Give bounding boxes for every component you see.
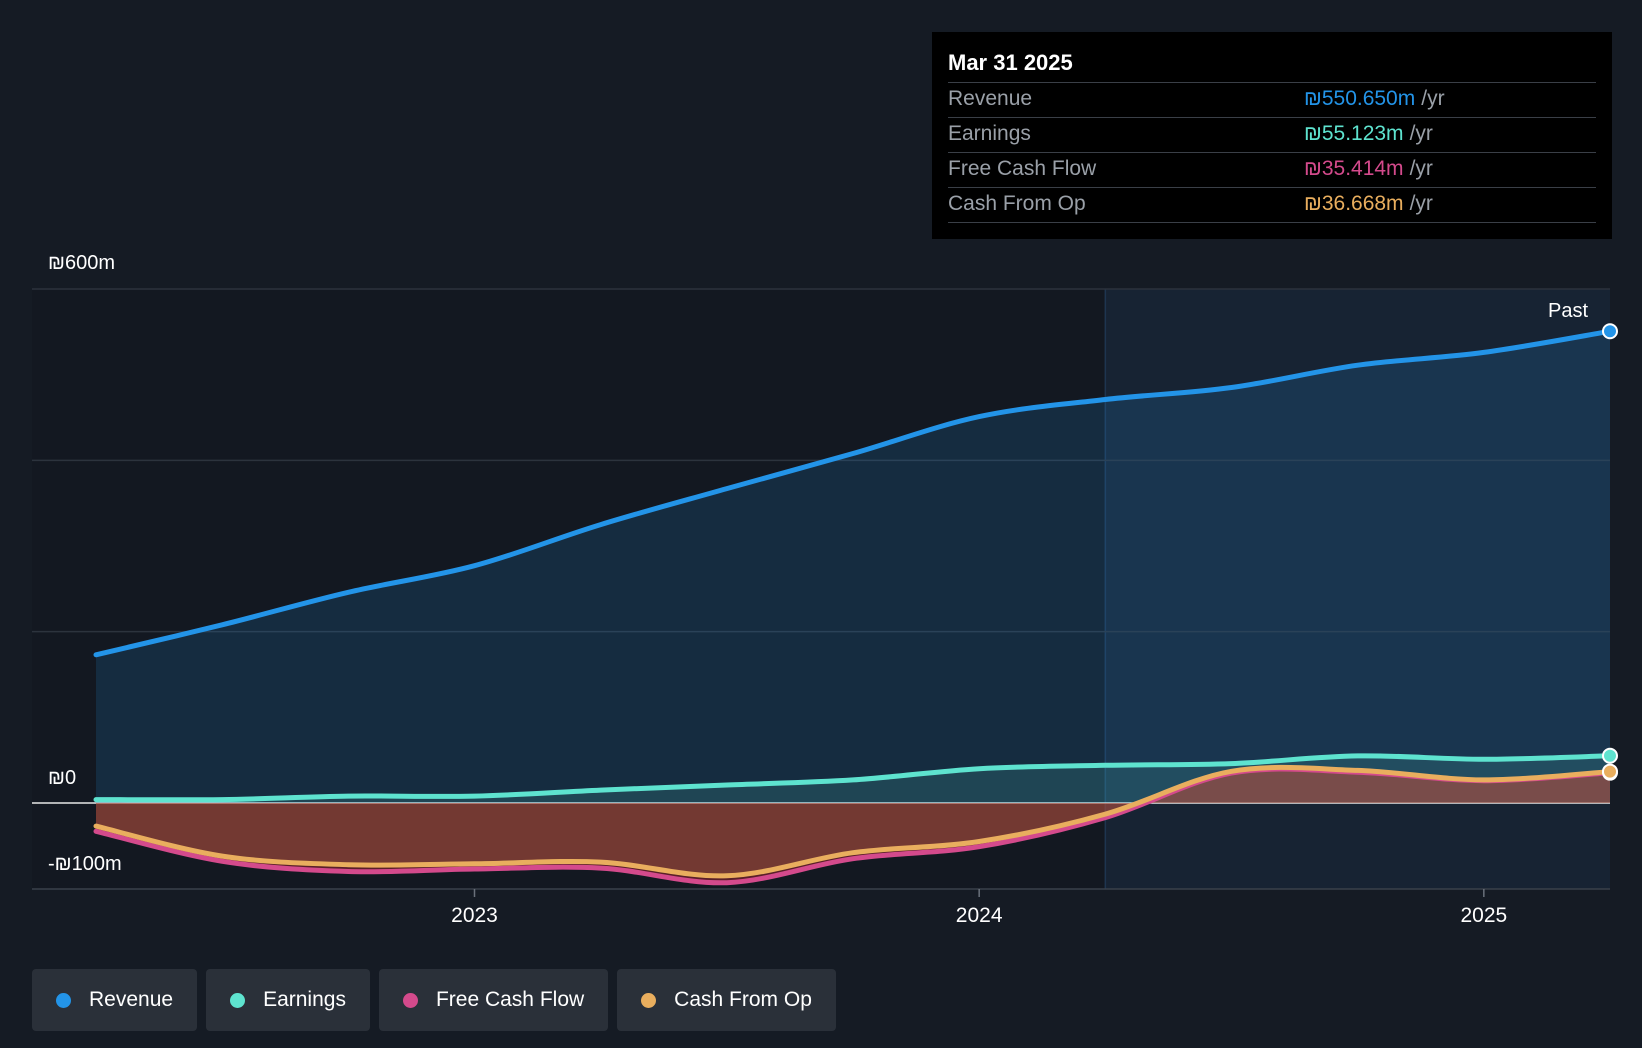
legend: Revenue Earnings Free Cash Flow Cash Fro… [32,969,836,1031]
past-label: Past [1548,300,1589,322]
tooltip-unit: /yr [1421,87,1445,110]
legend-item-earnings[interactable]: Earnings [206,969,370,1031]
cash-from-op-line [93,764,1613,879]
tooltip-row-free-cash-flow: Free Cash Flow ₪35.414m/yr [948,152,1596,187]
tooltip-value-wrap: ₪35.414m/yr [1304,157,1433,181]
tooltip-row-cash-from-op: Cash From Op ₪36.668m/yr [948,187,1596,222]
revenue-area [96,331,1610,803]
y-axis-top-label: ₪600m [48,252,116,274]
tooltip-unit: /yr [1409,122,1433,145]
tooltip-unit: /yr [1409,192,1433,215]
revenue-end-point [1602,323,1618,340]
tooltip-date: Mar 31 2025 [948,50,1073,75]
earnings-line [93,753,1613,803]
tooltip-divider [948,222,1596,223]
tooltip-value: ₪35.414m [1304,157,1404,180]
plot-background [32,289,1106,889]
legend-label: Revenue [89,988,174,1011]
legend-item-free-cash-flow[interactable]: Free Cash Flow [378,969,609,1031]
cash-from-op-end-point [1602,763,1618,780]
x-tick-label: 2023 [451,904,498,927]
tooltip-value-wrap: ₪36.668m/yr [1304,192,1433,216]
earnings-end-point [1602,747,1618,764]
tooltip-row-earnings: Earnings ₪55.123m/yr [948,117,1596,152]
x-tick-label: 2025 [1460,904,1507,927]
revenue-line [93,328,1613,658]
tooltip-panel: Mar 31 2025 Revenue ₪550.650m/yr Earning… [932,32,1612,239]
x-tick-label: 2024 [956,904,1003,927]
legend-label: Cash From Op [674,988,812,1011]
y-axis-zero-label: ₪0 [48,767,77,789]
cash-from-op-area [96,767,1610,876]
tooltip-label: Revenue [948,87,1033,110]
tooltip-value-wrap: ₪550.650m/yr [1304,87,1445,111]
tooltip-label: Free Cash Flow [948,157,1097,180]
legend-item-revenue[interactable]: Revenue [32,969,198,1031]
legend-label: Earnings [263,988,346,1011]
legend-dot-icon [402,992,418,1008]
legend-label: Free Cash Flow [435,988,585,1011]
tooltip-label: Cash From Op [948,192,1086,215]
tooltip-value: ₪36.668m [1304,192,1404,215]
legend-dot-icon [641,992,657,1008]
free-cash-flow-area [96,769,1610,883]
legend-item-cash-from-op[interactable]: Cash From Op [617,969,836,1031]
y-axis-bottom-label: -₪100m [48,853,122,875]
legend-dot-icon [230,992,246,1008]
tooltip-label: Earnings [948,122,1031,145]
tooltip-value-wrap: ₪55.123m/yr [1304,122,1433,146]
tooltip-value: ₪55.123m [1304,122,1404,145]
legend-dot-icon [56,992,71,1008]
tooltip-value: ₪550.650m [1304,87,1416,110]
tooltip-row-revenue: Revenue ₪550.650m/yr [948,82,1596,117]
tooltip-unit: /yr [1409,157,1433,180]
